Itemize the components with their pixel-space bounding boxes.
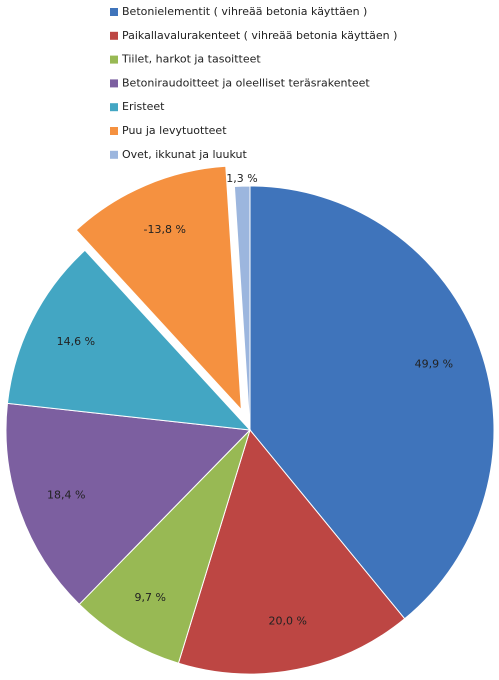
legend-label: Paikallavalurakenteet ( vihreää betonia … (122, 29, 397, 42)
data-label: -13,8 % (144, 223, 186, 236)
pie-slice (5, 402, 252, 606)
data-label: 9,7 % (135, 591, 166, 604)
data-label: 49,9 % (415, 357, 453, 370)
legend-marker (110, 31, 118, 40)
legend-marker (110, 8, 118, 16)
pie-slice (177, 428, 406, 675)
legend-label: Ovet, ikkunat ja luukut (122, 148, 247, 161)
legend-marker (110, 150, 118, 159)
legend-label: Tiilet, harkot ja tasoitteet (121, 53, 261, 66)
pie-slice (78, 429, 251, 664)
data-label: 18,4 % (47, 489, 85, 502)
legend-marker (110, 79, 118, 88)
pie-slice (233, 185, 251, 431)
data-label: 20,0 % (268, 615, 306, 628)
legend-marker (110, 103, 118, 112)
pie-slice (249, 185, 495, 620)
pie-slice (75, 165, 242, 412)
legend-marker (110, 127, 118, 135)
pie-slice (6, 249, 252, 431)
legend-label: Puu ja levytuotteet (122, 124, 227, 137)
legend-label: Betonielementit ( vihreää betonia käyttä… (122, 5, 367, 18)
legend-marker (110, 55, 118, 64)
data-label: 14,6 % (57, 335, 95, 348)
legend-label: Betoniraudoitteet ja oleelliset teräsrak… (122, 76, 370, 89)
data-label: 1,3 % (226, 172, 257, 185)
legend-label: Eristeet (122, 100, 165, 113)
